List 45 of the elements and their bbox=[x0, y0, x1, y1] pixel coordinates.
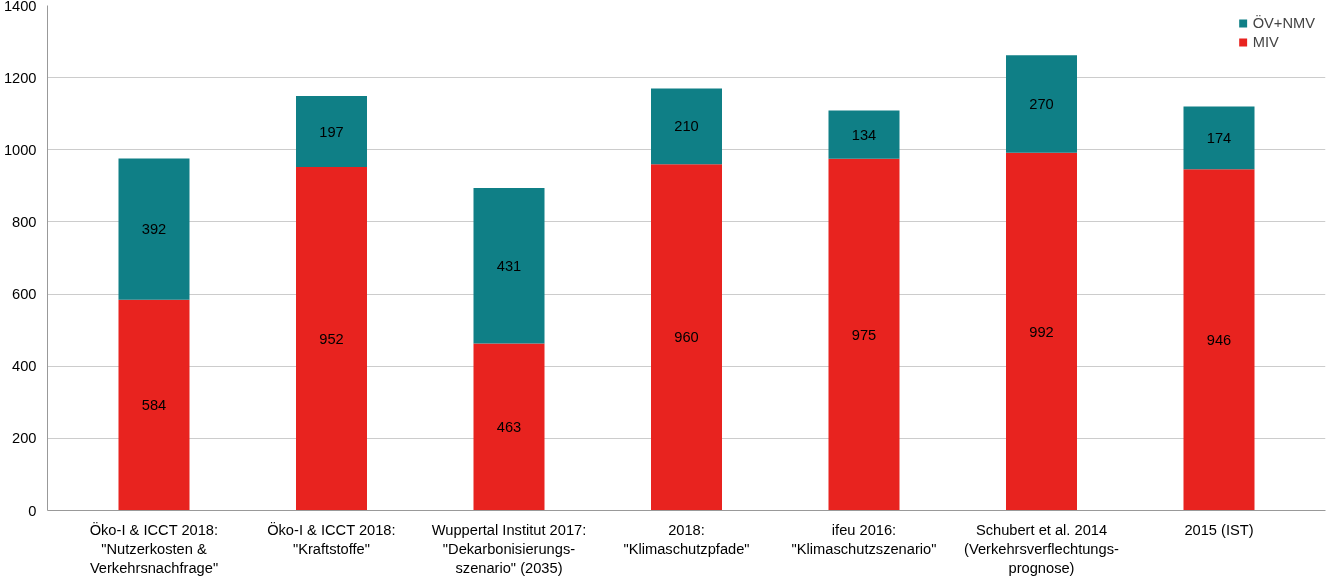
x-tick-label: Schubert et al. 2014 (Verkehrsverflechtungs- prognose) bbox=[964, 521, 1119, 576]
data-label: 210 bbox=[674, 118, 699, 135]
x-tick-label: ifeu 2016: "Klimaschutzszenario" bbox=[791, 521, 937, 557]
x-tick-label: Öko-I & ICCT 2018: "Nutzerkosten & Verkehrsnachfrage" bbox=[89, 520, 219, 576]
bar bbox=[828, 158, 900, 511]
x-tick-label: 2018: "Klimaschutzpfade" bbox=[623, 521, 750, 557]
x-tick-label: 2015 (IST) bbox=[1184, 521, 1254, 538]
y-tick-label: 400 bbox=[12, 358, 37, 375]
data-label: 584 bbox=[141, 397, 167, 414]
bar bbox=[1006, 55, 1077, 153]
x-tick-label: Öko-I & ICCT 2018: "Kraftstoffe" bbox=[267, 520, 396, 557]
legend-label: MIV bbox=[1252, 34, 1279, 50]
bar bbox=[1006, 152, 1077, 511]
y-tick-label: 0 bbox=[28, 502, 37, 519]
data-label: 270 bbox=[1029, 95, 1054, 112]
data-label: 431 bbox=[496, 257, 522, 274]
data-label: 197 bbox=[319, 123, 344, 140]
data-label: 946 bbox=[1206, 331, 1232, 348]
data-label: 392 bbox=[141, 221, 167, 238]
bar bbox=[296, 167, 367, 511]
legend-label: ÖV+NMV bbox=[1252, 15, 1315, 31]
data-label: 134 bbox=[851, 126, 877, 143]
y-tick-label: 200 bbox=[12, 430, 37, 447]
data-label: 960 bbox=[674, 329, 699, 346]
data-label: 992 bbox=[1029, 323, 1054, 340]
bar bbox=[651, 164, 722, 511]
y-tick-label: 1400 bbox=[3, 0, 37, 14]
data-label: 975 bbox=[851, 326, 877, 343]
bar bbox=[296, 96, 367, 168]
bar bbox=[118, 158, 190, 300]
y-tick-label: 600 bbox=[12, 286, 37, 303]
data-label: 174 bbox=[1206, 129, 1232, 146]
x-tick-label: Wuppertal Institut 2017: "Dekarbonisierungs- szenario" (2035) bbox=[431, 521, 587, 576]
y-tick-label: 1000 bbox=[3, 141, 37, 158]
data-label: 463 bbox=[496, 418, 522, 435]
bar bbox=[118, 299, 190, 511]
y-tick-label: 800 bbox=[12, 213, 37, 230]
y-tick-label: 1200 bbox=[3, 69, 37, 86]
bar bbox=[473, 188, 545, 344]
bar bbox=[1183, 169, 1255, 511]
bar bbox=[828, 110, 900, 159]
bar bbox=[651, 88, 722, 165]
data-label: 952 bbox=[319, 330, 344, 347]
bar bbox=[473, 343, 545, 511]
bar bbox=[1183, 106, 1255, 170]
